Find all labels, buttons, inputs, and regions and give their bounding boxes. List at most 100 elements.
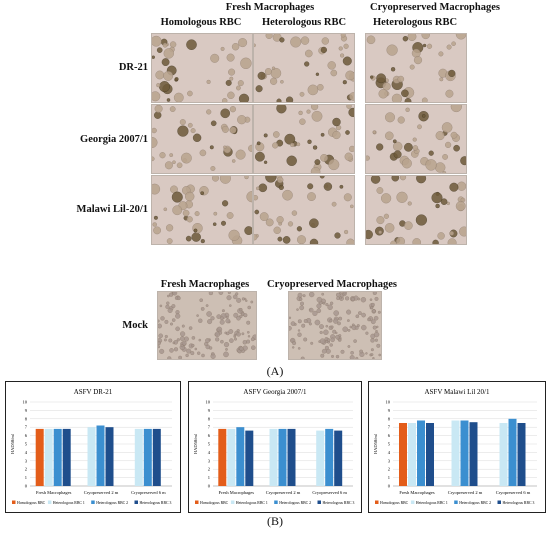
panel-label-a: (A) (266, 364, 284, 378)
y-tick-label: 3 (208, 458, 211, 463)
group-header-cryopreserved: Cryopreserved Macrophages (370, 2, 500, 13)
category-label: Cryopreserved 6 m (312, 490, 347, 495)
chart-panel-malawi: ASFV Malawi Lil 20/1 HAD50/ml 0 1 2 3 4 5 6 7 8 9 10… (368, 381, 546, 513)
bar-het2 (236, 427, 245, 486)
group-header-fresh: Fresh Macrophages (225, 2, 315, 13)
legend-label: Homologous RBC (200, 501, 229, 505)
y-tick-label: 9 (388, 408, 391, 413)
y-axis-label: HAD50/ml (10, 433, 15, 454)
bar-het3 (469, 422, 478, 486)
y-tick-label: 6 (208, 433, 211, 438)
legend-swatch (134, 500, 138, 504)
legend-label: Heterologous RBC 2 (96, 501, 128, 505)
bar-het2 (278, 428, 287, 486)
micrograph-georgia-heterologous-fresh (253, 104, 355, 174)
y-tick-label: 1 (25, 475, 27, 480)
bar-het2 (325, 428, 334, 486)
legend-swatch (12, 500, 16, 504)
micrograph-dr21-heterologous-cryo (365, 33, 467, 103)
bar-het1 (87, 427, 96, 486)
y-tick-label: 7 (388, 425, 391, 430)
micrograph-georgia-homologous (151, 104, 253, 174)
bar-het2 (508, 418, 517, 486)
row-label-mock: Mock (122, 320, 148, 331)
legend-swatch (91, 500, 95, 504)
bar-het2 (53, 428, 62, 486)
y-axis-label: HAD50/ml (373, 433, 378, 454)
bar-het3 (334, 430, 343, 486)
category-label: Fresh Macrophages (399, 490, 435, 495)
y-tick-label: 8 (25, 416, 28, 421)
bar-het1 (499, 423, 508, 486)
bar-het1 (451, 420, 460, 486)
category-label: Cryopreserved 2 m (448, 490, 483, 495)
category-label: Fresh Macrophages (219, 490, 255, 495)
category-label: Fresh Macrophages (36, 490, 72, 495)
bar-homologous (399, 423, 407, 486)
chart-svg-georgia: ASFV Georgia 2007/1 HAD50/ml 0 1 2 3 4 5 6 7 8 9 10 F… (193, 388, 354, 505)
y-tick-label: 8 (388, 416, 391, 421)
legend-label: Heterologous RBC 2 (459, 501, 491, 505)
bar-het1 (316, 430, 325, 486)
row-label-georgia: Georgia 2007/1 (80, 134, 148, 145)
y-tick-label: 5 (25, 442, 28, 447)
row-label-malawi: Malawi Lil-20/1 (76, 204, 148, 215)
column-header-heterologous-fresh: Heterologous RBC (261, 17, 347, 28)
y-tick-label: 2 (208, 467, 210, 472)
y-tick-label: 0 (388, 484, 391, 489)
bar-het1 (227, 428, 236, 486)
legend-swatch (47, 500, 52, 504)
y-tick-label: 10 (23, 400, 28, 405)
bar-het3 (426, 423, 434, 486)
legend-swatch (230, 500, 235, 504)
micrograph-mock-fresh (157, 291, 257, 360)
y-tick-label: 6 (25, 433, 28, 438)
chart-panel-georgia: ASFV Georgia 2007/1 HAD50/ml 0 1 2 3 4 5 6 7 8 9 10 F… (188, 381, 362, 513)
legend-label: Heterologous RBC 1 (416, 501, 448, 505)
chart-title: ASFV Georgia 2007/1 (243, 388, 307, 396)
chart-title: ASFV DR-21 (74, 388, 113, 396)
y-tick-label: 7 (208, 425, 211, 430)
legend-swatch (274, 500, 278, 504)
micrograph-malawi-homologous (151, 175, 253, 245)
legend-label: Homologous RBC (380, 501, 409, 505)
legend-label: Heterologous RBC 3 (140, 501, 172, 505)
column-header-heterologous-cryo: Heterologous RBC (372, 17, 458, 28)
bar-het2 (417, 420, 425, 486)
legend-swatch (454, 500, 458, 504)
micrograph-georgia-heterologous-cryo (365, 104, 467, 174)
micrograph-dr21-homologous (151, 33, 253, 103)
bar-het3 (287, 428, 296, 486)
legend-label: Heterologous RBC 1 (236, 501, 268, 505)
y-tick-label: 10 (386, 400, 391, 405)
bar-het1 (408, 423, 416, 486)
legend-swatch (195, 500, 199, 504)
y-tick-label: 7 (25, 425, 28, 430)
bar-het3 (152, 428, 161, 486)
y-tick-label: 0 (208, 484, 211, 489)
bar-het1 (134, 428, 143, 486)
column-header-homologous: Homologous RBC (160, 17, 242, 28)
panel-label-b: (B) (267, 514, 283, 528)
y-tick-label: 1 (388, 475, 390, 480)
bar-het2 (96, 425, 105, 486)
y-tick-label: 3 (388, 458, 391, 463)
micrograph-malawi-heterologous-cryo (365, 175, 467, 245)
micrograph-mock-cryopreserved (288, 291, 382, 360)
y-tick-label: 3 (25, 458, 28, 463)
mock-header-cryopreserved: Cryopreserved Macrophages (267, 279, 397, 290)
y-tick-label: 5 (208, 442, 211, 447)
row-label-dr21: DR-21 (118, 62, 148, 73)
y-tick-label: 5 (388, 442, 391, 447)
y-axis-label: HAD50/ml (193, 433, 198, 454)
y-tick-label: 4 (208, 450, 211, 455)
category-label: Cryopreserved 6 m (496, 490, 531, 495)
micrograph-malawi-heterologous-fresh (253, 175, 355, 245)
y-tick-label: 4 (388, 450, 391, 455)
mock-header-fresh: Fresh Macrophages (160, 279, 250, 290)
legend-label: Heterologous RBC 2 (279, 501, 311, 505)
bar-het3 (105, 427, 114, 486)
y-tick-label: 1 (208, 475, 210, 480)
bar-het2 (143, 428, 152, 486)
micrograph-dr21-heterologous-fresh (253, 33, 355, 103)
